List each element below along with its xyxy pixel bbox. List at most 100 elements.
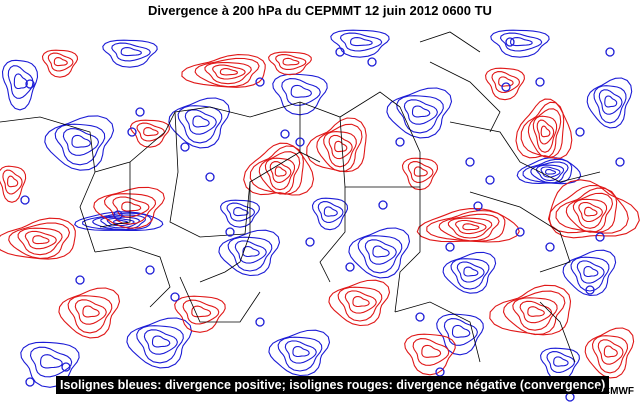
blue-isoline <box>451 324 471 338</box>
red-isoline <box>306 117 367 173</box>
blue-isoline <box>168 97 231 149</box>
red-isoline <box>512 297 558 331</box>
blue-isoline <box>40 354 63 369</box>
blue-isoline <box>268 329 331 377</box>
blue-isoline <box>290 84 312 98</box>
red-isoline <box>578 201 603 223</box>
country-border <box>94 246 171 308</box>
red-isoline <box>103 193 157 225</box>
red-isoline <box>597 339 624 365</box>
extremum-marker <box>465 157 475 167</box>
blue-isoline <box>136 325 184 364</box>
country-border <box>179 276 261 323</box>
map-canvas <box>0 29 640 402</box>
red-isoline <box>344 290 377 314</box>
blue-isoline <box>44 115 115 171</box>
blue-isoline <box>330 29 390 58</box>
blue-isoline <box>106 217 135 227</box>
red-isoline <box>572 198 608 229</box>
red-isoline <box>426 210 506 242</box>
blue-isoline <box>184 109 217 135</box>
extremum-marker <box>225 227 235 237</box>
red-isoline <box>112 196 150 218</box>
red-isoline <box>548 179 640 239</box>
red-isoline <box>17 227 63 256</box>
blue-isoline <box>284 340 317 364</box>
blue-isoline <box>317 201 344 223</box>
extremum-marker <box>145 265 155 275</box>
red-isoline <box>0 165 27 203</box>
country-border <box>394 187 421 313</box>
blue-isoline <box>74 211 164 232</box>
extremum-marker <box>595 232 605 242</box>
extremum-marker <box>575 127 585 137</box>
blue-isoline <box>553 356 569 367</box>
positive-divergence-isolines <box>1 29 633 388</box>
blue-isoline <box>510 37 533 47</box>
red-isoline <box>136 122 166 142</box>
blue-isoline <box>234 240 267 264</box>
extremum-marker <box>395 137 405 147</box>
blue-isoline <box>545 168 557 175</box>
country-border <box>0 116 96 253</box>
blue-isoline <box>227 236 273 272</box>
red-isoline <box>181 54 266 88</box>
extremum-marker <box>180 142 190 152</box>
red-isoline <box>489 284 572 336</box>
blue-isoline <box>192 115 210 128</box>
red-isoline <box>438 213 500 242</box>
red-isoline <box>269 161 292 183</box>
divergence-map <box>0 22 640 404</box>
red-isoline <box>412 338 450 366</box>
blue-isoline <box>386 87 453 139</box>
country-border <box>244 151 321 235</box>
country-border <box>539 301 576 363</box>
red-isoline <box>24 230 57 250</box>
red-isoline <box>498 76 514 87</box>
red-isoline <box>584 327 635 379</box>
extremum-marker <box>485 175 495 185</box>
red-isoline <box>527 306 545 317</box>
red-isoline <box>82 305 100 318</box>
red-isoline <box>413 166 428 177</box>
extremum-marker <box>535 77 545 87</box>
red-isoline <box>591 335 629 374</box>
blue-isoline <box>102 39 158 68</box>
blue-isoline <box>292 345 310 358</box>
blue-isoline <box>126 317 193 369</box>
red-isoline <box>532 115 558 153</box>
country-border <box>429 61 501 133</box>
red-isoline <box>0 217 76 260</box>
red-isoline <box>41 49 79 78</box>
blue-isoline <box>13 73 28 90</box>
extremum-marker <box>367 57 377 67</box>
blue-isoline <box>281 78 321 106</box>
blue-isoline <box>436 313 484 356</box>
blue-isoline <box>396 95 444 134</box>
blue-isoline <box>562 249 617 297</box>
red-isoline <box>174 295 226 333</box>
red-isoline <box>323 131 357 168</box>
blue-isoline <box>463 266 479 277</box>
red-isoline <box>275 54 307 70</box>
blue-isoline <box>583 265 599 278</box>
blue-isoline <box>442 251 497 294</box>
blue-isoline <box>546 351 576 373</box>
blue-isoline <box>372 245 390 258</box>
red-isoline <box>416 208 520 243</box>
red-isoline <box>328 279 391 327</box>
extremum-marker <box>505 37 515 47</box>
red-isoline <box>515 98 573 159</box>
extremum-marker <box>135 107 145 117</box>
red-isoline <box>282 57 300 66</box>
blue-isoline <box>593 85 627 124</box>
country-borders <box>0 31 601 363</box>
country-border <box>449 121 601 183</box>
red-isoline <box>258 151 301 195</box>
extremum-marker <box>605 47 615 57</box>
blue-isoline <box>450 258 490 290</box>
red-isoline <box>93 186 165 229</box>
red-isoline <box>565 192 614 233</box>
blue-isoline <box>530 161 569 184</box>
red-isoline <box>182 299 220 325</box>
